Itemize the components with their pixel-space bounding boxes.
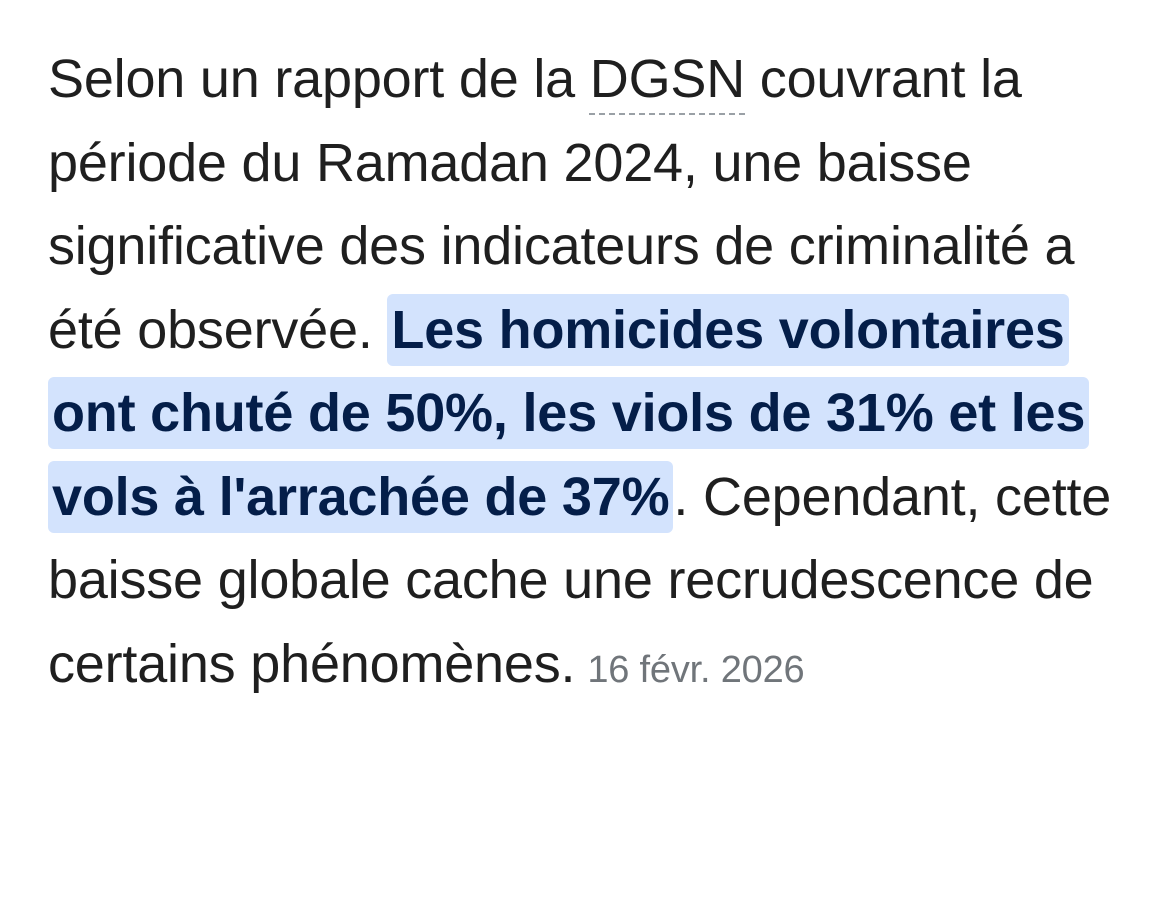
snippet-date: 16 févr. 2026 bbox=[587, 648, 805, 691]
snippet-text-intro: Selon un rapport de la bbox=[48, 49, 590, 109]
dgsn-term-link[interactable]: DGSN bbox=[589, 49, 745, 109]
search-snippet: Selon un rapport de la DGSN couvrant la … bbox=[48, 38, 1128, 712]
snippet-text-conclusion: . Cependant, cette baisse globale cache … bbox=[48, 466, 1112, 694]
snippet-text-context: couvrant la période du Ramadan 2024, une… bbox=[48, 49, 1075, 360]
